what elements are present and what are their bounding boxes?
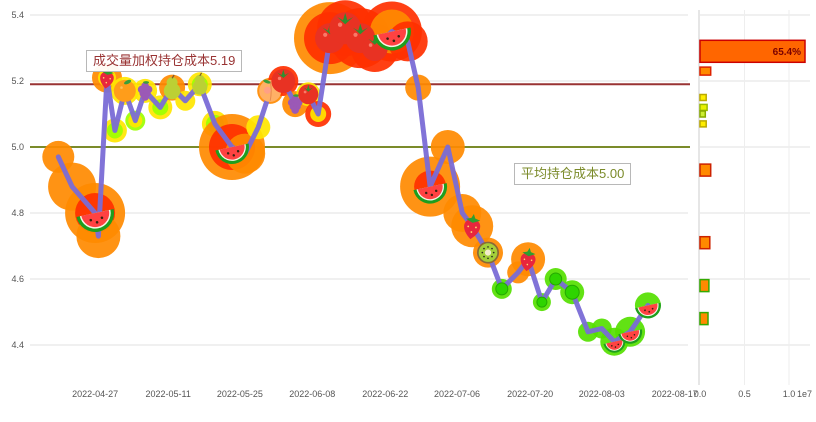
volume-profile-bar [699,93,707,102]
watermelon-icon [603,339,626,353]
grapes-icon [137,81,153,101]
volume-profile-bar [699,163,712,177]
x-tick-label: 2022-07-20 [507,389,553,399]
green-dot-marker [549,272,563,286]
x-tick-label: 2022-05-11 [146,389,191,399]
volume-profile-bar [699,103,708,112]
x-tick-label: 2022-05-25 [217,389,263,399]
green-dot-marker [564,284,580,300]
y-tick-label: 4.6 [11,274,24,284]
volume-profile-bar [699,311,709,326]
watermelon-icon [373,27,411,51]
x-tick-label: 2022-07-06 [434,389,480,399]
strawberry-icon [464,214,481,240]
y-tick-label: 5.4 [11,10,24,20]
volume-x-tick-label: 1.0 [783,389,796,399]
grapes-icon [287,94,303,114]
y-tick-label: 4.4 [11,340,24,350]
volume-x-tick-label: 0.5 [738,389,751,399]
volume-profile-bar [699,110,707,118]
x-tick-label: 2022-08-17 [652,389,698,399]
y-tick-label: 5.2 [11,76,24,86]
avg-cost-label: 平均持仓成本5.00 [514,163,632,185]
y-tick-label: 5.0 [11,142,24,152]
kiwi-icon [477,241,499,264]
watermelon-icon [635,302,661,319]
pear-icon [192,72,208,95]
tomato-icon [271,69,296,93]
y-tick-label: 4.8 [11,208,24,218]
pear-icon [163,74,181,100]
x-tick-label: 2022-06-22 [362,389,408,399]
watermelon-icon [618,329,643,344]
x-tick-label: 2022-04-27 [72,389,118,399]
orange-icon [113,79,136,102]
green-dot-marker [536,296,548,308]
volume-bar-percentage-label: 65.4% [773,47,801,58]
volume-axis-multiplier: 1e7 [797,389,812,399]
x-tick-label: 2022-08-03 [579,389,625,399]
volume-profile-bar [699,120,707,128]
green-dot-marker [495,282,509,296]
x-tick-label: 2022-06-08 [289,389,335,399]
volume-profile-bar [699,235,711,250]
volume-profile-bar [699,66,712,76]
watermelon-icon [76,209,115,232]
strawberry-icon [520,247,536,272]
vwap-cost-label: 成交量加权持仓成本5.19 [86,50,243,72]
watermelon-icon [215,143,249,164]
volume-profile-bar [699,278,710,293]
watermelon-icon [413,183,448,204]
tomato-icon [298,84,319,105]
volume-profile-bar [699,39,806,64]
volume-x-tick-label: 0.0 [694,389,707,399]
